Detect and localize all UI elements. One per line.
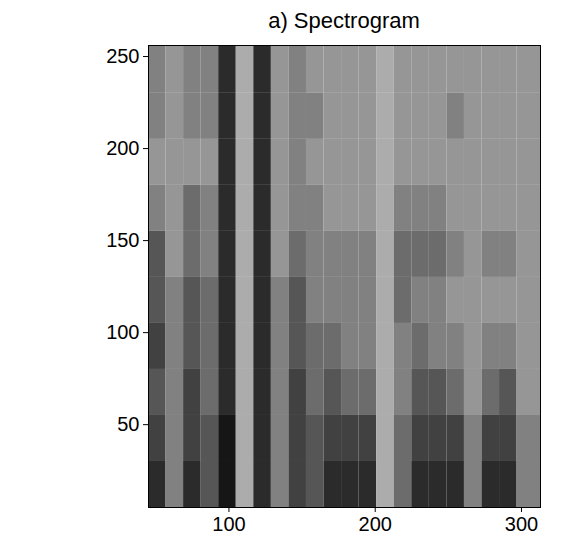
- svg-text:100: 100: [212, 513, 245, 535]
- svg-text:100: 100: [106, 321, 139, 343]
- html-text:a) Spectrogram: a) Spectrogram: [268, 8, 420, 33]
- svg-text:200: 200: [359, 513, 392, 535]
- svg-text:150: 150: [106, 229, 139, 251]
- svg-text:300: 300: [505, 513, 538, 535]
- svg-text:250: 250: [106, 45, 139, 67]
- svg-text:200: 200: [106, 137, 139, 159]
- svg-text:50: 50: [117, 413, 139, 435]
